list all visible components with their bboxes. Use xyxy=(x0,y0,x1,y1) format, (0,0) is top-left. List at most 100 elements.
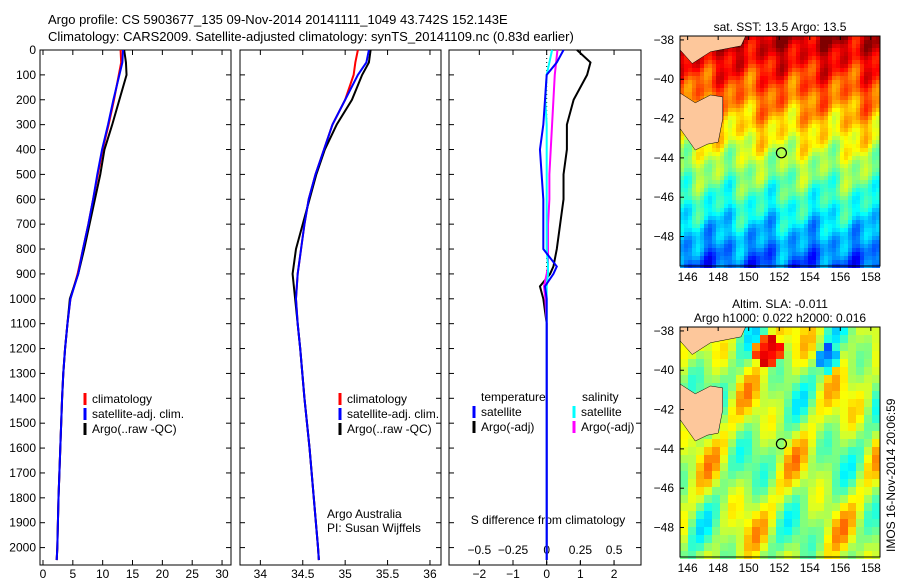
map-cell xyxy=(828,144,832,148)
map-cell xyxy=(844,164,848,168)
map-cell xyxy=(776,236,780,240)
map-cell xyxy=(776,487,784,495)
map-cell xyxy=(800,415,808,423)
map-cell xyxy=(720,196,724,200)
map-cell xyxy=(796,120,800,124)
map-cell xyxy=(728,176,732,180)
map-cell xyxy=(752,40,756,44)
map-cell xyxy=(784,220,788,224)
map-cell xyxy=(812,184,816,188)
map-cell xyxy=(872,224,876,228)
map-cell xyxy=(724,68,728,72)
map-cell xyxy=(780,72,784,76)
map-cell xyxy=(860,48,864,52)
map-cell xyxy=(868,124,872,128)
map-cell xyxy=(696,256,700,260)
map-cell xyxy=(864,124,868,128)
map-cell xyxy=(716,216,720,220)
map-cell xyxy=(696,84,700,88)
map-cell xyxy=(728,415,736,423)
map-cell xyxy=(784,335,792,343)
map-cell xyxy=(732,252,736,256)
map-cell xyxy=(700,244,704,248)
map-cell xyxy=(824,543,832,551)
map-cell xyxy=(804,180,808,184)
map-cell xyxy=(860,180,864,184)
map-cell xyxy=(728,136,732,140)
map-cell xyxy=(764,52,768,56)
map-cell xyxy=(768,112,772,116)
map-cell xyxy=(788,176,792,180)
map-cell xyxy=(804,260,808,264)
map-cell xyxy=(768,228,772,232)
map-cell xyxy=(748,120,752,124)
map-cell xyxy=(804,80,808,84)
map-cell xyxy=(796,260,800,264)
map-cell xyxy=(832,383,840,391)
map-cell xyxy=(852,76,856,80)
map-cell xyxy=(804,184,808,188)
map-cell xyxy=(852,104,856,108)
map-cell xyxy=(680,224,684,228)
map-cell xyxy=(872,495,880,503)
map-cell xyxy=(848,535,856,543)
map-cell xyxy=(840,232,844,236)
map-cell xyxy=(716,68,720,72)
y-tick-label: 600 xyxy=(16,192,36,206)
map-cell xyxy=(708,228,712,232)
map-cell xyxy=(760,140,764,144)
map-cell xyxy=(708,192,712,196)
map-cell xyxy=(792,112,796,116)
map-cell xyxy=(836,200,840,204)
map-cell xyxy=(768,351,776,359)
map-cell xyxy=(752,100,756,104)
map-cell xyxy=(728,204,732,208)
map-cell xyxy=(844,224,848,228)
map-cell xyxy=(720,519,728,527)
map-cell xyxy=(720,431,728,439)
map-cell xyxy=(832,120,836,124)
map-cell xyxy=(724,148,728,152)
map-cell xyxy=(828,44,832,48)
map-cell xyxy=(844,260,848,264)
map-cell xyxy=(768,104,772,108)
map-cell xyxy=(752,64,756,68)
map-cell xyxy=(780,224,784,228)
map-cell xyxy=(872,228,876,232)
map-cell xyxy=(808,148,812,152)
map-cell xyxy=(692,208,696,212)
map-cell xyxy=(808,439,816,447)
map-cell xyxy=(704,92,708,96)
map-cell xyxy=(824,104,828,108)
map-cell xyxy=(688,188,692,192)
map-cell xyxy=(800,176,804,180)
map-cell xyxy=(720,447,728,455)
map-cell xyxy=(688,88,692,92)
map-cell xyxy=(836,164,840,168)
map-cell xyxy=(788,112,792,116)
map-cell xyxy=(780,208,784,212)
map-cell xyxy=(768,208,772,212)
map-cell xyxy=(756,184,760,188)
map-cell xyxy=(740,48,744,52)
map-cell xyxy=(848,423,856,431)
map-cell xyxy=(860,68,864,72)
map-cell xyxy=(816,168,820,172)
map-cell xyxy=(704,503,712,511)
map-cell xyxy=(816,148,820,152)
map-cell xyxy=(844,136,848,140)
map-cell xyxy=(800,108,804,112)
map-cell xyxy=(868,240,872,244)
map-cell xyxy=(760,76,764,80)
map-cell xyxy=(692,220,696,224)
map-cell xyxy=(768,431,776,439)
map-cell xyxy=(684,184,688,188)
map-cell xyxy=(832,208,836,212)
map-cell xyxy=(848,240,852,244)
map-cell xyxy=(732,232,736,236)
map-cell xyxy=(720,176,724,180)
map-cell xyxy=(744,72,748,76)
map-cell xyxy=(848,252,852,256)
map-cell xyxy=(864,104,868,108)
map-cell xyxy=(852,188,856,192)
